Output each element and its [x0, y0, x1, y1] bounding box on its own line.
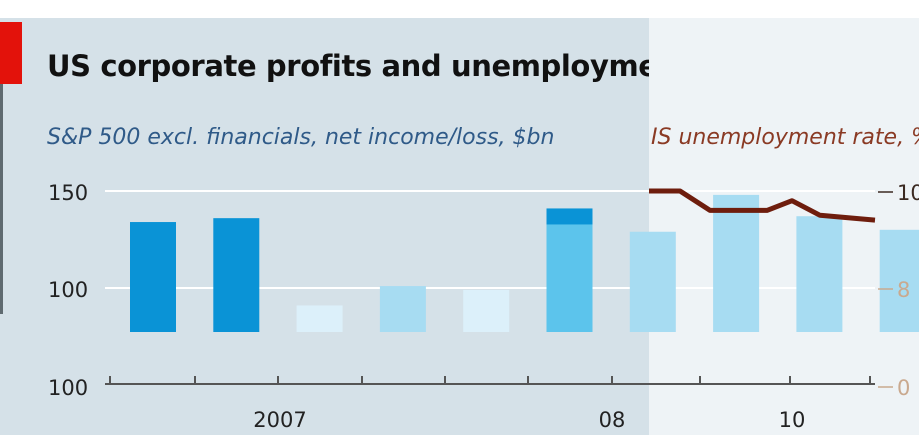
unemployment-line	[649, 188, 876, 223]
y-right-tick-label: 0	[897, 376, 910, 400]
chart-title: US corporate profits and unemploymen	[47, 49, 649, 83]
bar	[213, 218, 260, 332]
y-right-tick-label: 8	[897, 278, 910, 302]
brand-red-tab	[0, 22, 22, 84]
y-left-tick-label: 100	[48, 278, 88, 302]
x-tick-label: 2007	[253, 408, 306, 432]
bar	[130, 222, 176, 332]
panel-edge-line	[0, 84, 3, 314]
bar	[713, 194, 760, 332]
bar	[379, 286, 426, 332]
x-tick-label: 08	[599, 408, 626, 432]
right-axis-label: IS unemployment rate, %	[651, 125, 919, 150]
bar	[879, 229, 919, 332]
left-axis-label: S&P 500 excl. financials, net income/los…	[47, 125, 555, 150]
bar	[546, 208, 593, 332]
y-right-tick-label: 10	[897, 181, 919, 205]
bar	[629, 231, 676, 332]
bar	[796, 216, 843, 332]
chart-panel-right	[649, 18, 919, 435]
y-left-tick-label: 100	[48, 376, 88, 400]
bar	[463, 289, 510, 332]
y-left-tick-label: 150	[48, 181, 88, 205]
bar-cap	[546, 208, 593, 225]
bar	[296, 305, 343, 332]
x-tick-label: 10	[779, 408, 806, 432]
